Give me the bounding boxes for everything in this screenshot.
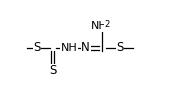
Text: NH: NH bbox=[61, 43, 77, 53]
Text: S: S bbox=[116, 42, 124, 54]
Text: NH: NH bbox=[91, 21, 108, 31]
Text: N: N bbox=[81, 42, 90, 54]
Text: 2: 2 bbox=[104, 20, 109, 29]
Text: S: S bbox=[33, 42, 41, 54]
Text: S: S bbox=[49, 64, 56, 77]
